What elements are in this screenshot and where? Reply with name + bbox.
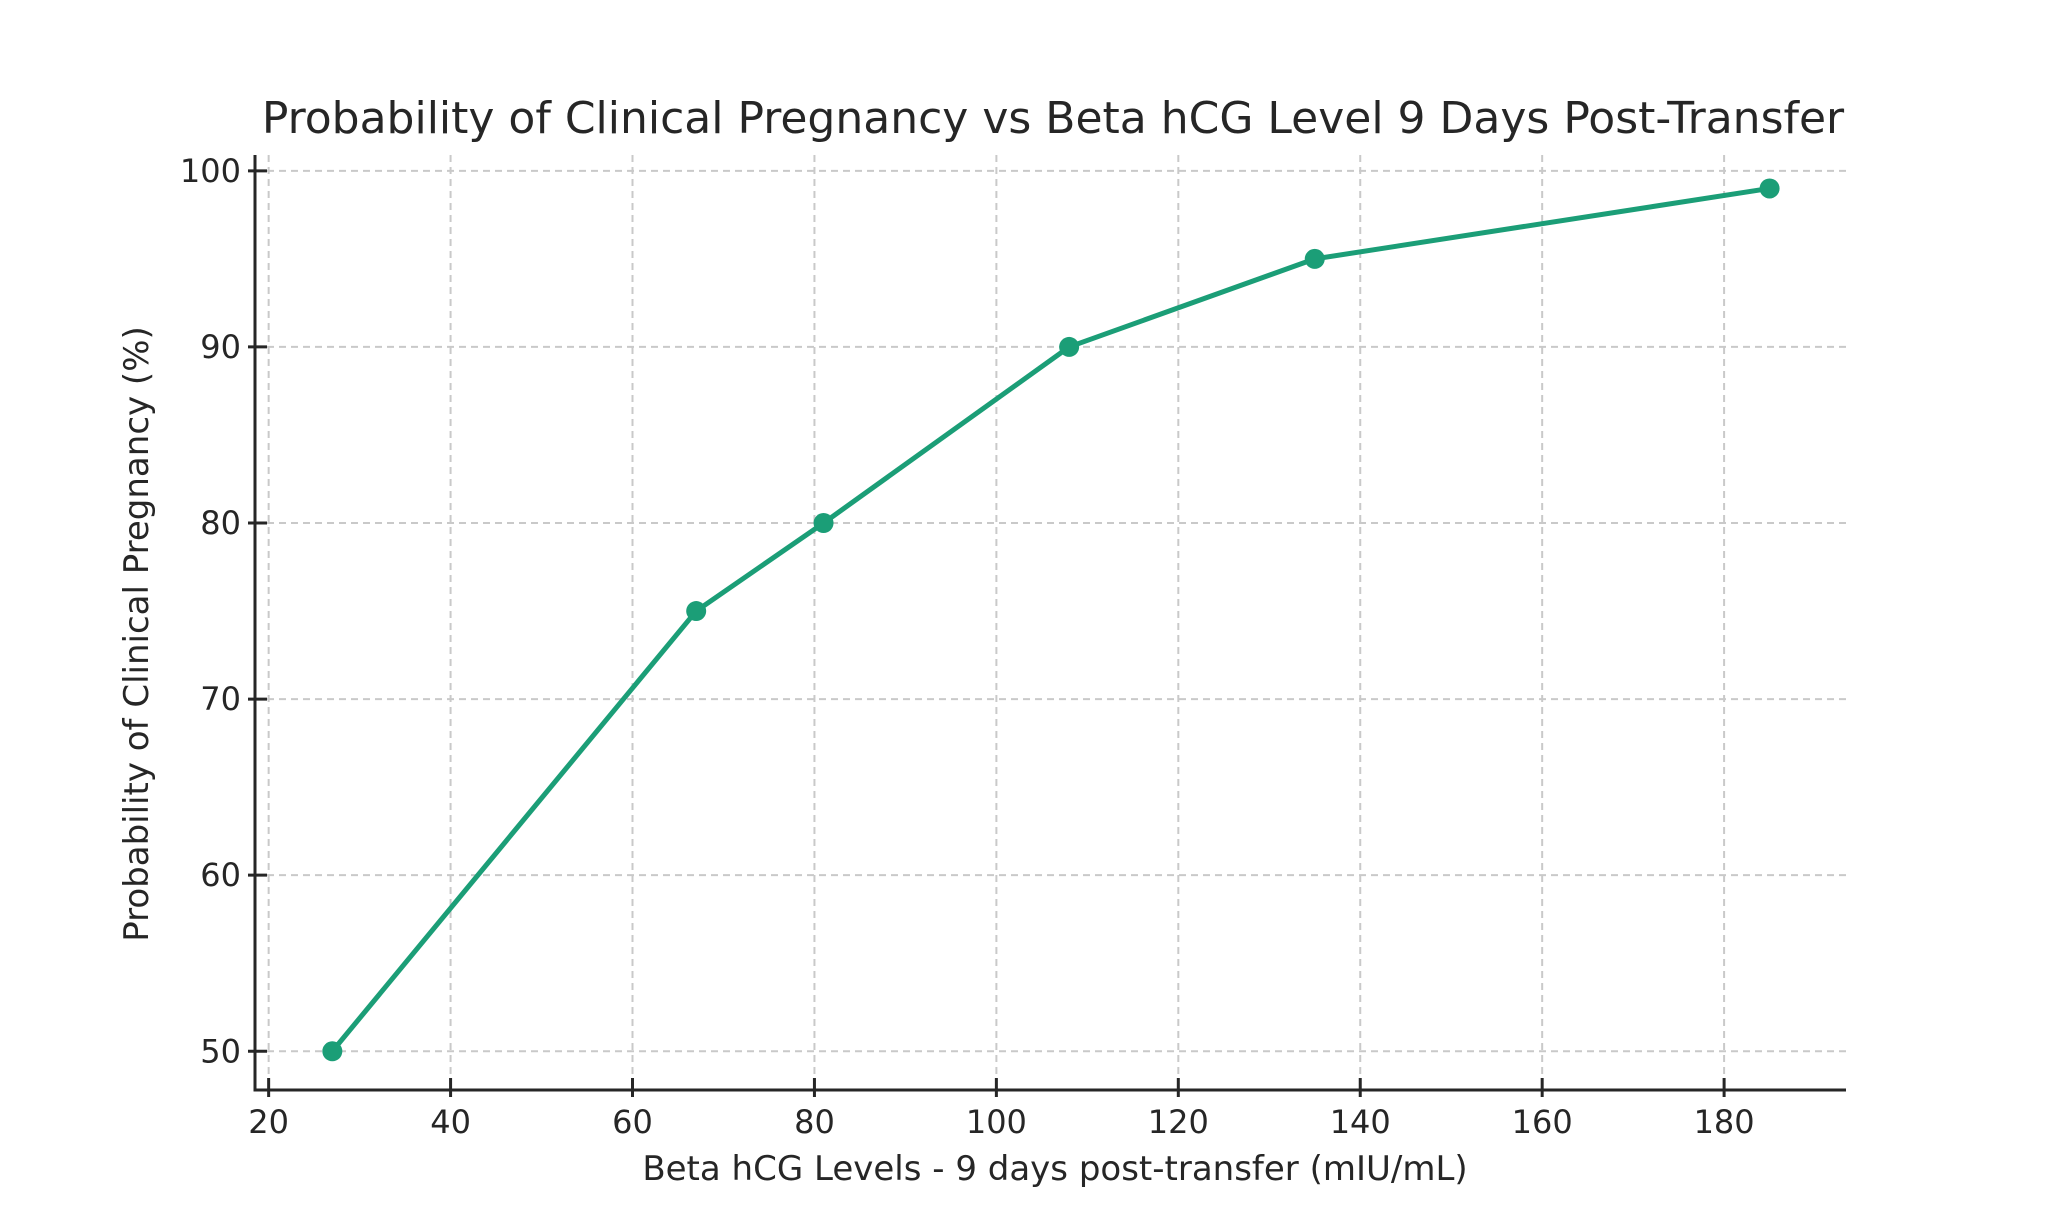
x-tick-label: 40 bbox=[430, 1103, 471, 1141]
series-line bbox=[329, 185, 1773, 1054]
x-axis-label: Beta hCG Levels - 9 days post-transfer (… bbox=[642, 1149, 1467, 1189]
x-tick-label: 160 bbox=[1512, 1103, 1573, 1141]
x-tick-label: 80 bbox=[794, 1103, 835, 1141]
data-point bbox=[813, 513, 834, 534]
y-tick-label: 100 bbox=[180, 152, 241, 190]
tick-labels: 20 40 60 80 100 120 140 160 180 50 60 70 80 90 100 bbox=[180, 152, 1755, 1141]
data-point bbox=[1759, 178, 1780, 199]
x-tick-label: 180 bbox=[1694, 1103, 1755, 1141]
axes bbox=[248, 155, 1846, 1097]
data-series bbox=[322, 178, 1780, 1062]
data-point bbox=[1059, 336, 1080, 357]
x-tick-label: 120 bbox=[1148, 1103, 1209, 1141]
y-axis-label: Probability of Clinical Pregnancy (%) bbox=[117, 326, 157, 942]
data-point bbox=[1304, 248, 1325, 269]
data-point bbox=[686, 601, 707, 622]
gridlines bbox=[255, 155, 1846, 1090]
y-tick-label: 90 bbox=[200, 328, 241, 366]
x-tick-label: 60 bbox=[612, 1103, 653, 1141]
data-point bbox=[322, 1041, 343, 1062]
y-tick-label: 50 bbox=[200, 1032, 241, 1070]
x-tick-label: 20 bbox=[248, 1103, 289, 1141]
chart-title: Probability of Clinical Pregnancy vs Bet… bbox=[262, 93, 1845, 144]
x-tick-label: 140 bbox=[1330, 1103, 1391, 1141]
y-tick-label: 70 bbox=[200, 680, 241, 718]
y-tick-label: 60 bbox=[200, 856, 241, 894]
x-tick-label: 100 bbox=[966, 1103, 1027, 1141]
y-tick-label: 80 bbox=[200, 504, 241, 542]
